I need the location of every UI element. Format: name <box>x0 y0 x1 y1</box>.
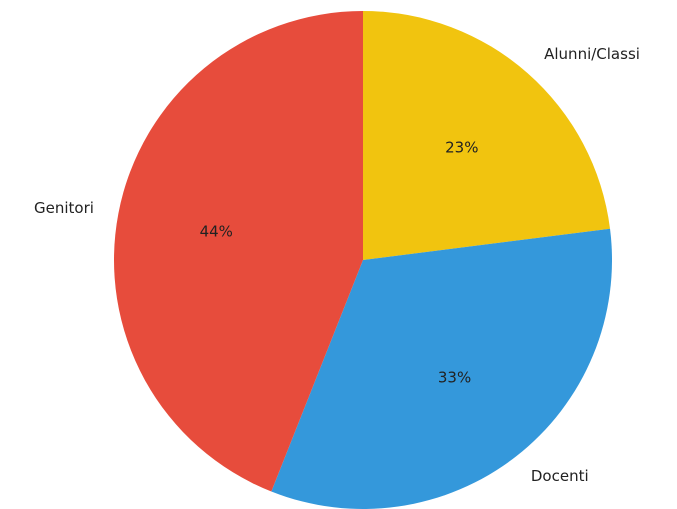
pie-category-label: Genitori <box>34 199 94 217</box>
pie-slice-alunni-classi <box>363 11 611 260</box>
pie-pct-label: 44% <box>200 223 233 241</box>
pie-slices <box>113 11 612 509</box>
pie-category-label: Alunni/Classi <box>544 45 640 63</box>
pie-slice-docenti <box>271 228 612 509</box>
pie-slice-genitori <box>113 11 363 492</box>
pie-pct-label: 33% <box>438 369 471 387</box>
pie-labels: 23% Alunni/Classi 33% Docenti 44% Genitori <box>34 45 640 485</box>
pie-pct-label: 23% <box>445 138 478 156</box>
pie-category-label: Docenti <box>531 467 589 485</box>
